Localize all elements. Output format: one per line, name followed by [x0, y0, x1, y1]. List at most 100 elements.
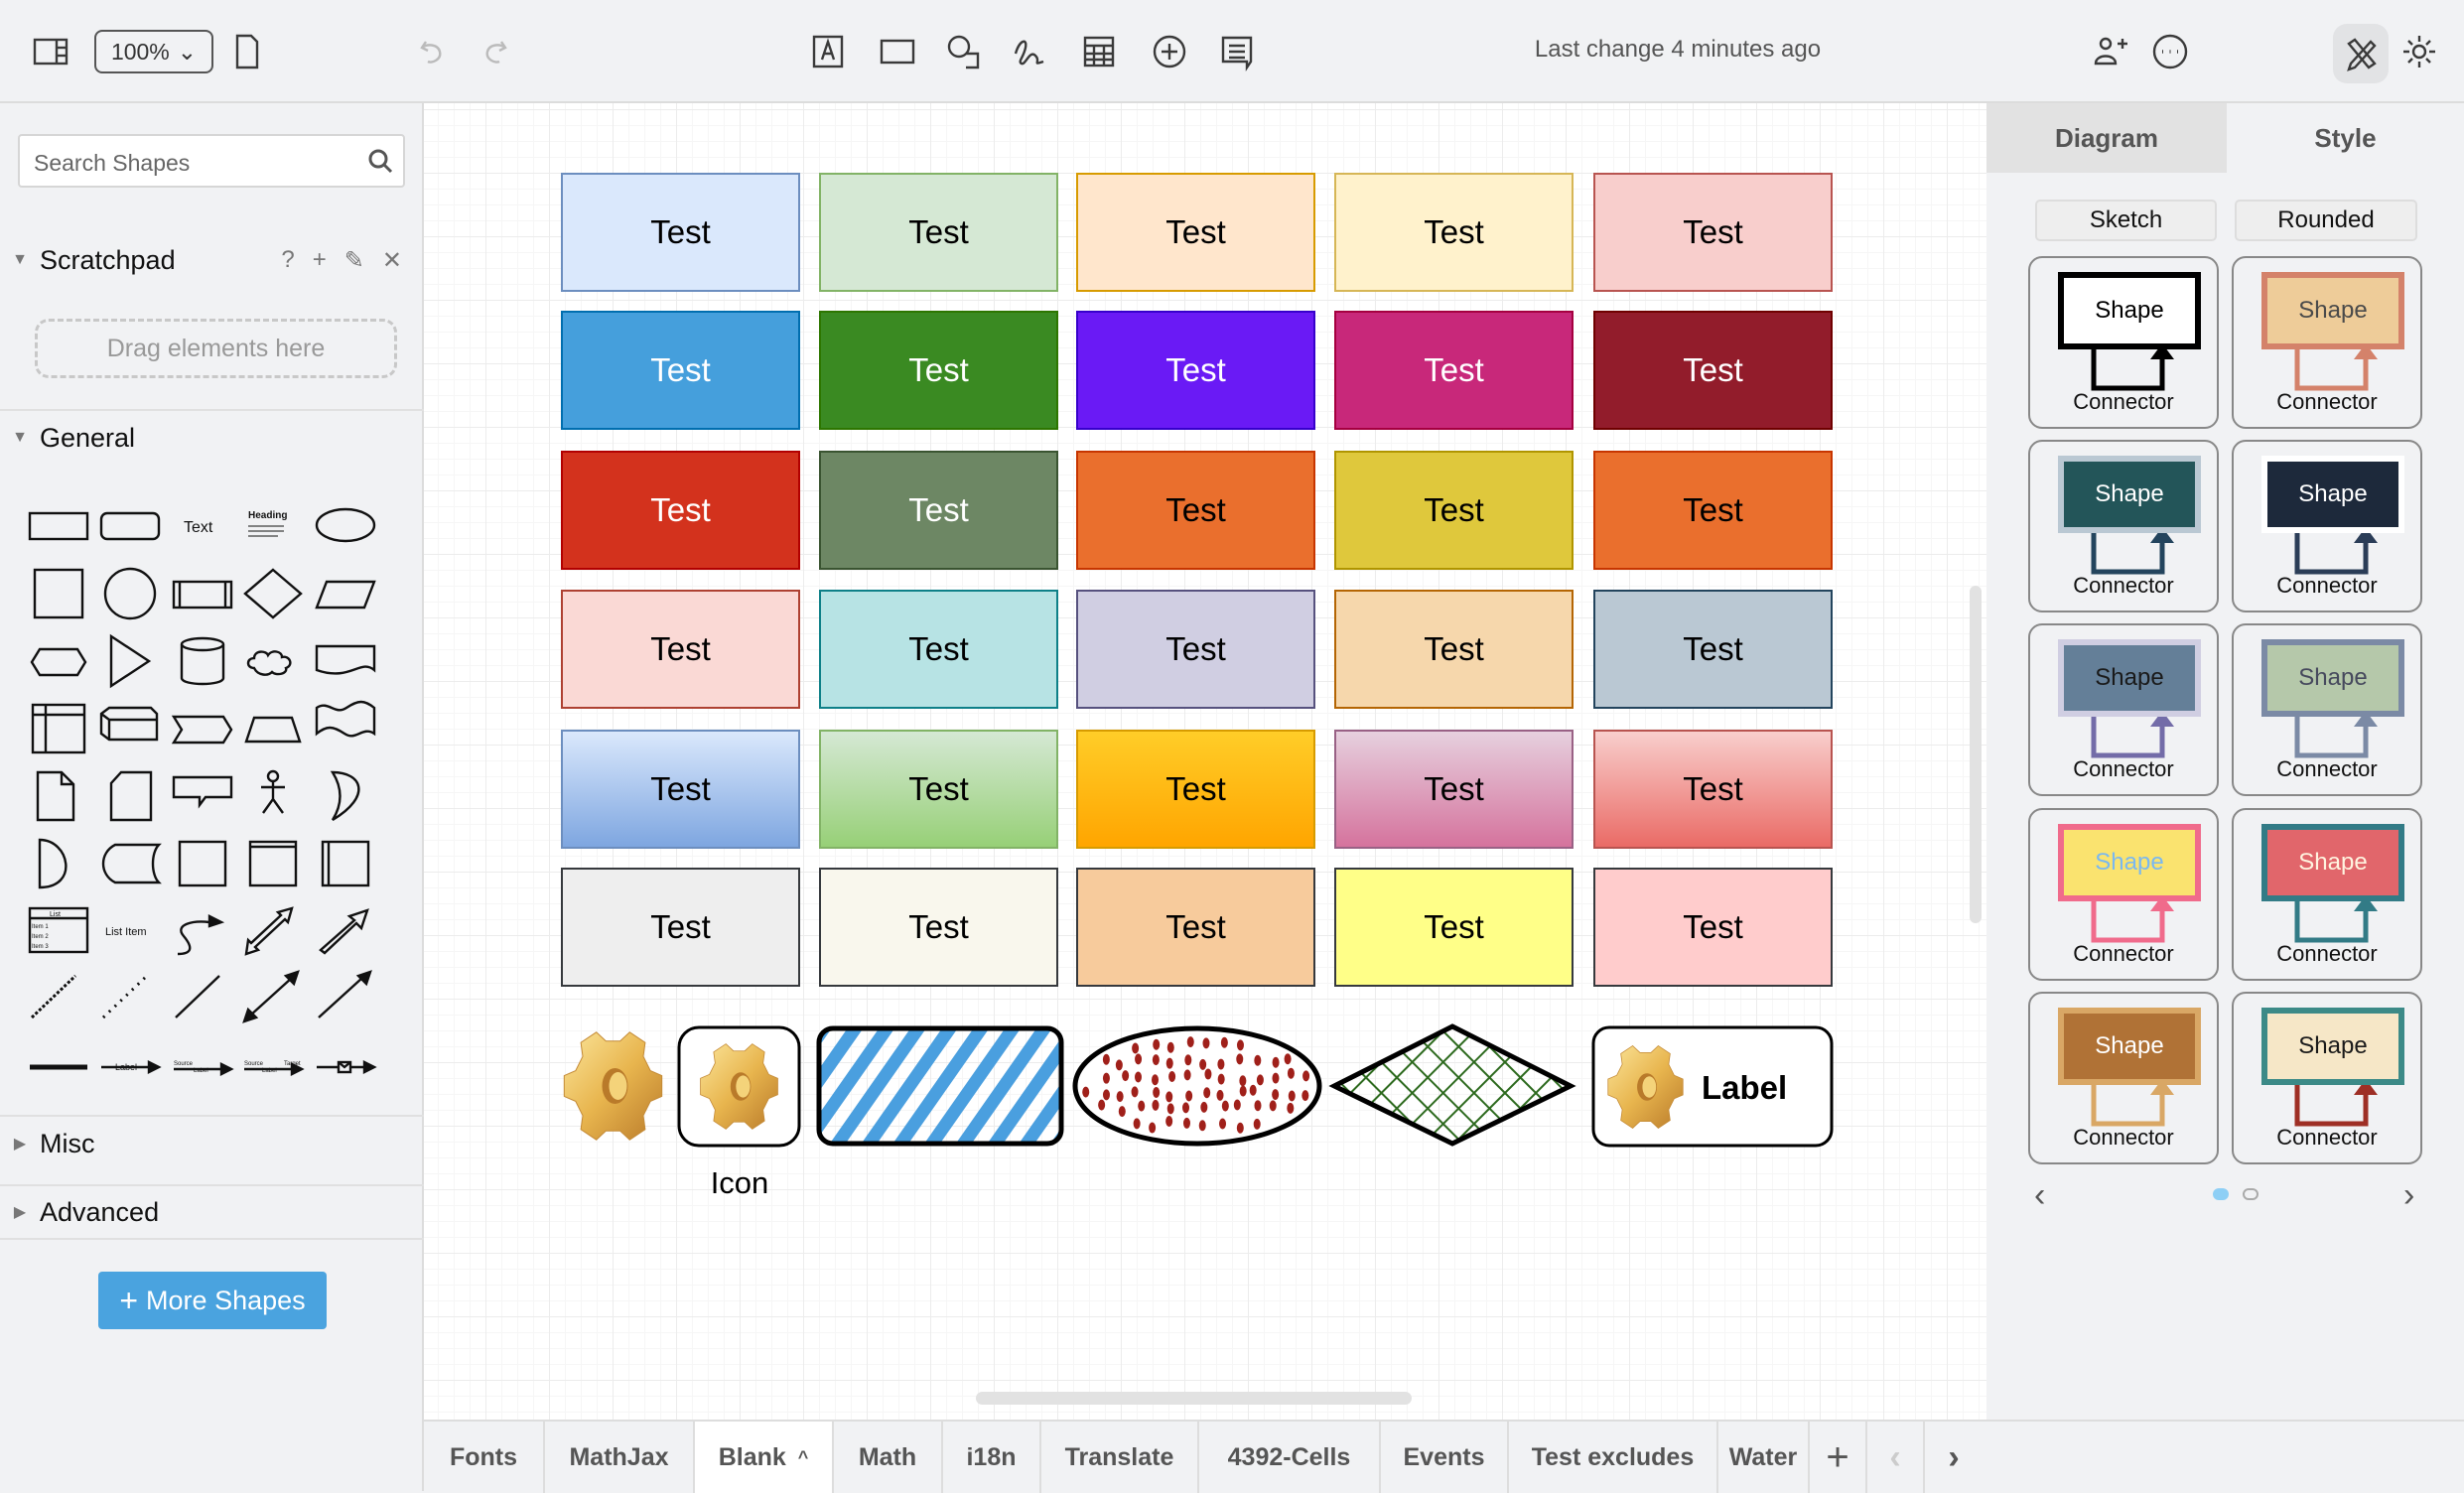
shape-dotted-line-icon[interactable] [97, 968, 163, 1025]
edit-tools-icon[interactable] [2333, 24, 2389, 83]
theme-icon[interactable] [2396, 29, 2442, 74]
horizontal-scrollbar[interactable] [976, 1392, 1412, 1405]
crosshatched-diamond[interactable] [1328, 1023, 1576, 1147]
shape-step-icon[interactable] [170, 700, 235, 757]
tab-style[interactable]: Style [2314, 122, 2377, 153]
dotted-ellipse[interactable] [1072, 1025, 1322, 1147]
canvas-cell[interactable]: Test [819, 451, 1058, 570]
shape-or-icon[interactable] [313, 767, 378, 825]
canvas-cell[interactable]: Test [1076, 730, 1315, 849]
table-icon[interactable] [1076, 29, 1122, 74]
shape-triangle-icon[interactable] [97, 632, 163, 690]
shape-heading-icon[interactable]: Heading [240, 496, 306, 554]
format-panel-icon[interactable] [28, 29, 73, 74]
add-icon[interactable]: + [312, 245, 327, 273]
style-theme-card[interactable]: Shape Connector [2232, 623, 2422, 796]
shape-horizontal-container-icon[interactable] [313, 835, 378, 892]
shapes-icon[interactable] [941, 29, 987, 74]
canvas-cell[interactable]: Test [1334, 868, 1574, 987]
add-page-icon[interactable]: + [1810, 1422, 1867, 1493]
page-dot[interactable] [2243, 1188, 2259, 1200]
shape-cube-icon[interactable] [97, 700, 163, 757]
canvas-cell[interactable]: Test [1076, 173, 1315, 292]
canvas-cell[interactable]: Test [1334, 311, 1574, 430]
sketch-button[interactable]: Sketch [2035, 200, 2217, 241]
page-tab[interactable]: 4392-Cells [1199, 1422, 1381, 1493]
shape-hexagon-icon[interactable] [26, 632, 91, 690]
shape-document-icon[interactable] [313, 632, 378, 690]
text-icon[interactable] [805, 29, 851, 74]
scroll-left-icon[interactable]: ‹ [1867, 1422, 1925, 1493]
shape-curved-arrow-icon[interactable] [170, 902, 235, 960]
more-icon[interactable] [2147, 29, 2193, 74]
canvas-cell[interactable]: Test [1076, 311, 1315, 430]
shape-circle-icon[interactable] [97, 565, 163, 622]
chevron-up-icon[interactable]: ^ [797, 1446, 809, 1467]
canvas-cell[interactable]: Test [561, 311, 800, 430]
shape-labeled-connector-icon[interactable]: Label [97, 1037, 163, 1095]
canvas-cell[interactable]: Test [1334, 590, 1574, 709]
more-shapes-button[interactable]: + More Shapes [98, 1272, 327, 1329]
shape-process-icon[interactable] [170, 565, 235, 622]
page-tab[interactable]: i18n [943, 1422, 1041, 1493]
canvas-cell[interactable]: Test [1334, 451, 1574, 570]
shape-list-item-icon[interactable]: List Item [97, 902, 163, 960]
last-change-status[interactable]: Last change 4 minutes ago [1534, 36, 1822, 63]
shape-cylinder-icon[interactable] [170, 632, 235, 690]
shape-text-icon[interactable]: Text [170, 496, 235, 554]
advanced-header[interactable]: ▶ Advanced [0, 1184, 424, 1240]
style-theme-card[interactable]: Shape Connector [2028, 808, 2219, 981]
share-icon[interactable] [2087, 29, 2132, 74]
canvas-cell[interactable]: Test [1076, 590, 1315, 709]
scratchpad-drop-zone[interactable]: Drag elements here [35, 319, 397, 378]
style-theme-card[interactable]: Shape Connector [2028, 623, 2219, 796]
page-dot-active[interactable] [2213, 1188, 2229, 1200]
canvas-cell[interactable]: Test [819, 730, 1058, 849]
shape-vertical-container-icon[interactable] [240, 835, 306, 892]
shape-trapezoid-icon[interactable] [240, 700, 306, 757]
shape-rounded-rectangle-icon[interactable] [97, 496, 163, 554]
shape-diamond-icon[interactable] [240, 565, 306, 622]
shape-data-storage-icon[interactable] [97, 835, 163, 892]
canvas-cell[interactable]: Test [561, 173, 800, 292]
canvas-cell[interactable]: Test [1076, 868, 1315, 987]
style-theme-card[interactable]: Shape Connector [2028, 992, 2219, 1164]
style-theme-card[interactable]: Shape Connector [2028, 440, 2219, 612]
canvas-cell[interactable]: Test [1593, 173, 1833, 292]
shape-directional-connector-icon[interactable] [313, 968, 378, 1025]
canvas-cell[interactable]: Test [819, 173, 1058, 292]
page-tab[interactable]: Translate [1041, 1422, 1199, 1493]
canvas-cell[interactable]: Test [819, 590, 1058, 709]
insert-icon[interactable] [1147, 29, 1192, 74]
canvas-cell[interactable]: Test [1334, 173, 1574, 292]
shape-parallelogram-icon[interactable] [313, 565, 378, 622]
canvas-cell[interactable]: Test [1334, 730, 1574, 849]
shape-actor-icon[interactable] [240, 767, 306, 825]
shape-card-icon[interactable] [97, 767, 163, 825]
page-tab[interactable]: Blank ^ [695, 1422, 834, 1493]
page-tab[interactable]: Fonts [424, 1422, 545, 1493]
style-theme-card[interactable]: Shape Connector [2232, 256, 2422, 429]
freehand-icon[interactable] [1007, 29, 1052, 74]
search-input[interactable]: Search Shapes [18, 134, 405, 188]
edit-icon[interactable]: ✎ [343, 246, 364, 274]
style-theme-card[interactable]: Shape Connector [2232, 992, 2422, 1164]
canvas-cell[interactable]: Test [1593, 868, 1833, 987]
shape-rectangle-icon[interactable] [26, 496, 91, 554]
shape-cloud-icon[interactable] [240, 632, 306, 690]
zoom-dropdown[interactable]: 100% ⌄ [94, 30, 213, 73]
rectangle-icon[interactable] [875, 29, 920, 74]
shape-ellipse-icon[interactable] [313, 496, 378, 554]
shape-line-icon[interactable] [170, 968, 235, 1025]
diagram-canvas[interactable]: Test Test Test Test Test Test Test Test Test Test… [424, 103, 1986, 1420]
scratchpad-header[interactable]: ▼ Scratchpad ? + ✎ ✕ [0, 232, 424, 288]
page-icon[interactable] [224, 29, 270, 74]
shape-delay-icon[interactable] [26, 835, 91, 892]
comment-icon[interactable] [1214, 29, 1260, 74]
page-tab[interactable]: Test excludes [1509, 1422, 1718, 1493]
redo-icon[interactable] [471, 29, 516, 74]
misc-header[interactable]: ▶ Misc [0, 1115, 424, 1170]
shape-source-target-connector-icon[interactable]: Source Label Target [240, 1037, 306, 1095]
style-theme-card[interactable]: Shape Connector [2232, 440, 2422, 612]
previous-page-icon[interactable]: ‹ [2034, 1176, 2046, 1214]
